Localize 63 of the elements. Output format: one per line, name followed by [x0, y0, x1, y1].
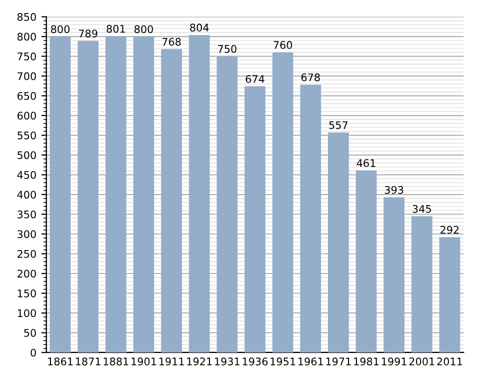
- bar: [384, 197, 404, 352]
- bar: [300, 84, 322, 352]
- x-tick-label: 1871: [76, 358, 100, 366]
- x-tick-label: 1951: [270, 358, 296, 366]
- bar: [216, 56, 238, 352]
- data-label: 789: [78, 30, 98, 38]
- x-tick-label: 2001: [409, 358, 434, 366]
- bar: [161, 49, 182, 352]
- y-tick-label: 250: [18, 250, 36, 258]
- bar: [411, 216, 432, 352]
- x-tick-label: 1911: [159, 358, 184, 366]
- bar: [244, 86, 266, 352]
- x-tick-label: 1961: [298, 358, 323, 366]
- data-label: 345: [412, 204, 431, 213]
- y-tick-label: 0: [30, 348, 36, 357]
- bar: [439, 237, 460, 352]
- bar: [188, 34, 210, 352]
- bar: [50, 36, 71, 352]
- data-label: 678: [301, 73, 320, 82]
- y-tick-label: 700: [18, 72, 36, 80]
- x-tick-label: 1991: [382, 358, 406, 366]
- y-tick-label: 150: [18, 289, 36, 298]
- bar: [356, 170, 377, 352]
- x-tick-label: 1881: [104, 358, 128, 366]
- y-tick-label: 50: [24, 328, 36, 337]
- data-label: 461: [356, 159, 376, 168]
- data-label: 674: [246, 75, 264, 83]
- x-tick-label: 1861: [48, 358, 73, 366]
- bar: [272, 52, 294, 352]
- bar: [78, 40, 99, 352]
- y-tick-label: 100: [18, 309, 36, 318]
- y-tick-label: 400: [17, 190, 36, 199]
- data-label: 292: [440, 226, 459, 234]
- data-label: 768: [162, 38, 181, 46]
- x-tick-label: 1901: [132, 358, 156, 366]
- data-label: 800: [51, 25, 70, 34]
- data-label: 801: [106, 24, 125, 33]
- bar: [133, 36, 154, 352]
- x-tick-label: 2011: [437, 358, 462, 366]
- data-label: 804: [190, 24, 209, 32]
- y-tick-label: 200: [18, 270, 36, 278]
- x-tick-label: 1931: [215, 358, 240, 366]
- y-tick-label: 350: [18, 210, 36, 218]
- data-label: 750: [218, 44, 236, 53]
- data-label: 557: [329, 121, 348, 130]
- bar: [328, 132, 349, 352]
- y-tick-label: 850: [17, 13, 36, 21]
- y-tick-label: 500: [18, 151, 36, 160]
- data-label: 393: [384, 186, 404, 194]
- y-tick-label: 450: [17, 170, 36, 179]
- bar: [105, 36, 126, 352]
- x-tick-label: 1936: [242, 358, 268, 366]
- y-tick-label: 550: [18, 131, 36, 140]
- data-label: 800: [134, 25, 153, 34]
- x-tick-label: 1981: [354, 358, 379, 366]
- y-tick-label: 300: [18, 230, 36, 238]
- x-tick-label: 1921: [187, 358, 212, 366]
- data-label: 760: [274, 41, 292, 49]
- y-tick-label: 600: [17, 112, 36, 120]
- y-tick-label: 800: [17, 32, 36, 41]
- y-tick-label: 650: [17, 92, 36, 100]
- y-tick-label: 750: [18, 52, 36, 60]
- x-tick-label: 1971: [326, 358, 351, 366]
